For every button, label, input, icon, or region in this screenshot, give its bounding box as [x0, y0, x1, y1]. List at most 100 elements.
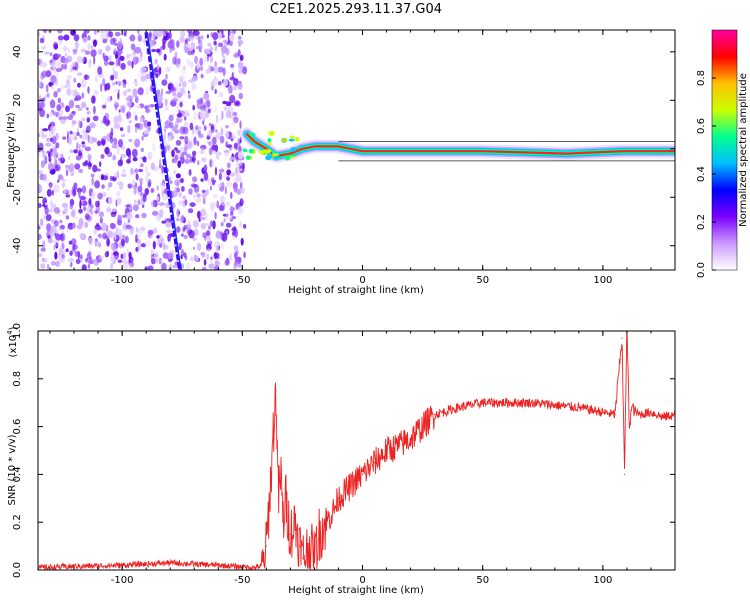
noise-speckle [155, 258, 159, 264]
noise-speckle [74, 40, 79, 50]
noise-speckle [63, 34, 70, 41]
noise-speckle [98, 211, 105, 218]
ridge-blob [245, 155, 251, 160]
snr-point [318, 533, 320, 535]
noise-speckle [55, 142, 60, 149]
snr-point [621, 337, 623, 339]
noise-speckle [102, 52, 105, 58]
noise-speckle [197, 130, 201, 136]
snr-point [253, 567, 255, 569]
noise-speckle [137, 185, 143, 193]
noise-speckle [173, 159, 178, 164]
noise-speckle [193, 228, 199, 236]
noise-speckle [221, 232, 228, 242]
noise-speckle [150, 253, 153, 260]
noise-speckle [100, 154, 105, 159]
noise-speckle [108, 61, 115, 66]
noise-speckle [180, 30, 186, 38]
ridge-blob [264, 149, 272, 154]
y-tick-label: 0.4 [12, 466, 23, 482]
noise-speckle [223, 218, 226, 223]
noise-speckle [147, 172, 151, 177]
noise-speckle [120, 62, 126, 70]
snr-series-line [38, 331, 675, 570]
noise-speckle [228, 84, 233, 94]
noise-speckle [70, 89, 76, 97]
noise-speckle [115, 81, 118, 85]
noise-speckle [161, 79, 168, 86]
noise-speckle [127, 53, 133, 57]
noise-speckle [237, 82, 243, 90]
noise-speckle [163, 53, 167, 61]
noise-speckle [82, 56, 85, 63]
noise-speckle [126, 88, 132, 93]
noise-speckle [99, 217, 104, 224]
snr-point [313, 557, 316, 559]
noise-speckle [189, 122, 194, 131]
noise-speckle [122, 214, 127, 218]
noise-speckle [164, 125, 167, 134]
snr-point [628, 426, 630, 428]
noise-speckle [44, 30, 47, 34]
noise-speckle [140, 75, 146, 82]
noise-speckle [161, 262, 167, 270]
noise-speckle [103, 115, 107, 124]
noise-speckle [195, 125, 199, 131]
noise-speckle [62, 58, 69, 64]
ridge-blobs [242, 130, 300, 161]
noise-speckle [210, 206, 215, 213]
noise-speckle [81, 144, 86, 148]
noise-speckle [229, 63, 235, 68]
snr-point [373, 461, 376, 464]
noise-speckle [87, 59, 92, 69]
noise-speckle [81, 101, 87, 109]
noise-speckle [115, 58, 119, 67]
noise-speckle [206, 136, 211, 140]
noise-speckle [120, 134, 126, 137]
noise-speckle [73, 182, 78, 190]
noise-speckle [113, 231, 117, 240]
noise-speckle [116, 190, 121, 197]
noise-speckle [233, 186, 238, 193]
noise-speckle [154, 166, 159, 172]
noise-speckle [173, 94, 177, 99]
heatmap-xlabel: Height of straight line (km) [288, 285, 424, 296]
noise-speckle [226, 162, 231, 169]
noise-speckle [53, 220, 59, 227]
noise-speckle [196, 61, 200, 70]
noise-speckle [76, 55, 83, 64]
heatmap-ylabel: Frequency (Hz) [6, 112, 17, 188]
noise-speckle [145, 165, 148, 175]
noise-speckle [145, 105, 150, 114]
noise-speckle [72, 188, 77, 197]
noise-speckle [134, 168, 139, 174]
noise-speckle [243, 251, 246, 259]
noise-speckle [190, 42, 196, 49]
ridge-blob [288, 138, 295, 142]
noise-speckle [211, 179, 217, 184]
noise-speckle [222, 59, 226, 64]
ridge-blob [294, 136, 300, 142]
noise-speckle [234, 258, 237, 267]
noise-speckle [158, 257, 162, 265]
noise-speckle [97, 233, 102, 238]
noise-speckle [113, 115, 119, 125]
noise-speckle [208, 64, 213, 74]
noise-speckle [141, 135, 144, 141]
figure-title: C2E1.2025.293.11.37.G04 [270, 2, 442, 17]
noise-speckle [218, 172, 223, 181]
noise-speckle [134, 115, 138, 121]
noise-speckle [106, 238, 110, 247]
noise-speckle [226, 169, 232, 176]
noise-speckle [192, 104, 196, 111]
noise-speckle [223, 40, 228, 48]
noise-speckle [126, 226, 133, 230]
noise-speckle [81, 264, 87, 270]
noise-speckle [188, 169, 192, 176]
noise-speckle [119, 127, 124, 132]
noise-speckle [196, 101, 203, 110]
snr-point [631, 406, 633, 409]
noise-speckle [60, 176, 65, 181]
noise-speckle [48, 156, 52, 163]
noise-speckle [114, 89, 118, 93]
